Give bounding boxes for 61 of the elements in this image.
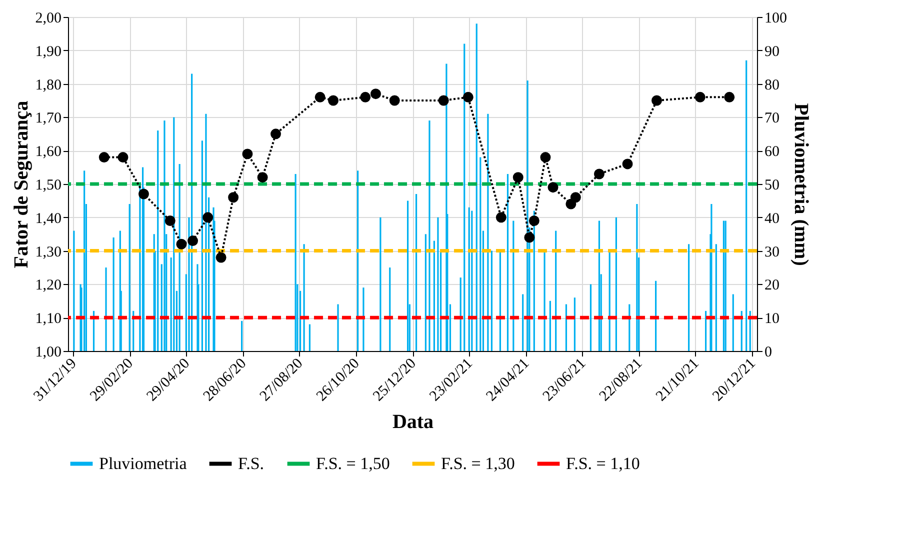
legend-label: Pluviometria <box>99 454 188 473</box>
y2-tick-label: 50 <box>764 178 780 194</box>
y-tick-label: 2,00 <box>35 10 62 26</box>
y2-tick-label: 60 <box>764 144 780 160</box>
y-tick-label: 1,30 <box>35 244 62 260</box>
point <box>512 172 524 183</box>
point <box>202 212 214 223</box>
point <box>242 148 253 160</box>
y2-tick-label: 40 <box>764 210 780 227</box>
point <box>496 212 506 223</box>
x-axis-title: Data <box>392 410 434 433</box>
y2-tick-label: 100 <box>764 10 787 26</box>
point <box>216 252 226 263</box>
point <box>314 92 326 102</box>
y-tick-label: 1,50 <box>35 178 62 194</box>
y2-tick-label: 80 <box>764 77 780 94</box>
point <box>594 168 604 180</box>
y-tick-label: 1,80 <box>35 77 62 94</box>
point <box>257 172 268 183</box>
point <box>360 92 371 102</box>
y-tick-label: 1,10 <box>35 311 62 328</box>
y2-tick-label: 70 <box>764 110 780 127</box>
point <box>694 92 706 102</box>
point <box>724 92 735 102</box>
y-tick-label: 1,40 <box>35 210 62 227</box>
point <box>188 236 198 246</box>
point <box>98 152 110 163</box>
point <box>118 152 128 163</box>
point <box>622 158 633 170</box>
point <box>370 88 381 100</box>
point <box>270 128 281 140</box>
point <box>328 95 339 106</box>
point <box>548 182 558 193</box>
point <box>389 95 400 106</box>
y-tick-label: 1,60 <box>35 144 62 160</box>
y2-axis-title: Pluviometria (mm) <box>790 103 812 266</box>
y-tick-label: 1,70 <box>35 110 62 127</box>
point <box>138 188 149 200</box>
y-tick-label: 1,00 <box>35 344 62 360</box>
y2-tick-label: 30 <box>764 244 780 260</box>
legend-label: F.S. = 1,30 <box>441 454 515 473</box>
point <box>524 232 535 243</box>
point <box>228 192 239 203</box>
point <box>652 95 662 106</box>
y2-tick-label: 90 <box>764 44 780 60</box>
y-tick-label: 1,90 <box>35 44 62 60</box>
y2-tick-label: 20 <box>764 278 780 294</box>
point <box>528 216 540 226</box>
y-axis-title: Fator de Segurança <box>10 100 32 268</box>
point <box>438 95 449 106</box>
legend-label: F.S. <box>238 454 264 473</box>
point <box>164 216 176 226</box>
point <box>462 92 474 102</box>
y-tick-label: 1,20 <box>35 278 62 294</box>
y2-tick-label: 0 <box>764 344 772 360</box>
y2-tick-label: 10 <box>764 311 780 328</box>
point <box>540 152 551 163</box>
point <box>176 238 187 250</box>
legend-label: F.S. = 1,10 <box>566 454 640 473</box>
point <box>570 192 581 203</box>
legend-label: F.S. = 1,50 <box>316 454 390 473</box>
